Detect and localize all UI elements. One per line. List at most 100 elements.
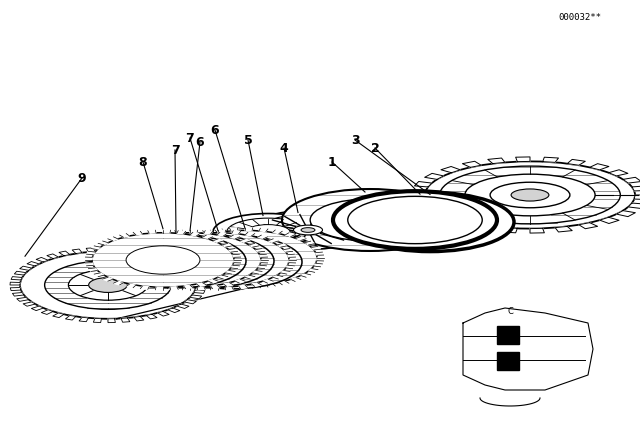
Polygon shape [125, 241, 135, 245]
Polygon shape [234, 260, 241, 263]
Polygon shape [140, 250, 150, 254]
Ellipse shape [153, 246, 227, 274]
Text: 7: 7 [171, 143, 179, 156]
Polygon shape [502, 228, 517, 233]
Polygon shape [412, 199, 428, 204]
Polygon shape [195, 280, 205, 283]
Polygon shape [634, 195, 640, 200]
Polygon shape [213, 239, 223, 243]
Ellipse shape [173, 230, 317, 286]
Polygon shape [259, 228, 268, 232]
Polygon shape [255, 249, 265, 252]
Text: 9: 9 [77, 172, 86, 185]
Text: 3: 3 [351, 134, 359, 146]
Ellipse shape [260, 214, 356, 246]
Polygon shape [314, 263, 323, 267]
Ellipse shape [250, 211, 366, 250]
Polygon shape [181, 284, 191, 288]
Polygon shape [240, 239, 250, 243]
Polygon shape [36, 258, 48, 262]
Text: 1: 1 [328, 155, 337, 168]
Polygon shape [579, 223, 598, 229]
Ellipse shape [162, 235, 302, 289]
Polygon shape [231, 265, 239, 269]
Polygon shape [98, 241, 108, 245]
Ellipse shape [511, 189, 549, 201]
Polygon shape [23, 302, 35, 306]
Polygon shape [168, 281, 179, 285]
Ellipse shape [126, 246, 200, 274]
Polygon shape [134, 316, 144, 321]
Polygon shape [289, 260, 296, 263]
Polygon shape [555, 226, 572, 232]
Polygon shape [628, 203, 640, 208]
Ellipse shape [440, 166, 620, 224]
Polygon shape [543, 157, 559, 162]
Polygon shape [516, 157, 530, 162]
Polygon shape [273, 230, 282, 233]
Polygon shape [279, 281, 289, 285]
Polygon shape [118, 246, 127, 250]
Bar [497, 326, 519, 344]
Ellipse shape [346, 193, 514, 252]
Polygon shape [208, 279, 218, 283]
Polygon shape [419, 207, 437, 213]
Ellipse shape [88, 278, 127, 293]
Polygon shape [296, 237, 306, 241]
Ellipse shape [207, 244, 282, 272]
Polygon shape [475, 225, 493, 231]
Polygon shape [263, 279, 273, 283]
Polygon shape [12, 293, 24, 296]
Polygon shape [112, 257, 119, 260]
Polygon shape [86, 248, 95, 252]
Polygon shape [308, 269, 318, 272]
Ellipse shape [147, 233, 289, 287]
Text: 6: 6 [211, 124, 220, 137]
Polygon shape [172, 244, 182, 247]
Polygon shape [194, 290, 205, 293]
Ellipse shape [490, 182, 570, 208]
Polygon shape [232, 231, 241, 234]
Polygon shape [230, 235, 239, 239]
Polygon shape [163, 230, 171, 233]
Polygon shape [102, 277, 113, 281]
Ellipse shape [92, 233, 234, 287]
Polygon shape [196, 285, 206, 288]
Ellipse shape [134, 234, 274, 288]
Polygon shape [260, 254, 268, 257]
Polygon shape [609, 170, 628, 176]
Polygon shape [257, 235, 268, 239]
Polygon shape [170, 287, 178, 290]
Ellipse shape [106, 234, 246, 288]
Polygon shape [72, 249, 82, 254]
Polygon shape [218, 230, 226, 233]
Polygon shape [31, 306, 44, 310]
Polygon shape [291, 278, 301, 281]
Polygon shape [115, 247, 123, 252]
Polygon shape [218, 275, 228, 279]
Polygon shape [42, 310, 53, 314]
Polygon shape [253, 271, 262, 274]
Polygon shape [273, 275, 283, 279]
Polygon shape [94, 273, 104, 277]
Polygon shape [126, 284, 136, 288]
Polygon shape [222, 243, 232, 247]
Ellipse shape [173, 249, 236, 273]
Polygon shape [411, 190, 426, 195]
Polygon shape [211, 287, 218, 290]
Polygon shape [166, 261, 174, 264]
Ellipse shape [45, 261, 172, 309]
Polygon shape [305, 241, 315, 245]
Polygon shape [10, 282, 20, 285]
Polygon shape [184, 276, 194, 280]
Polygon shape [59, 251, 70, 256]
Polygon shape [415, 181, 432, 187]
Polygon shape [121, 273, 131, 277]
Polygon shape [168, 308, 180, 313]
Polygon shape [14, 271, 26, 275]
Ellipse shape [333, 191, 497, 249]
Polygon shape [195, 280, 205, 283]
Polygon shape [245, 233, 255, 236]
Polygon shape [121, 318, 130, 322]
Polygon shape [266, 284, 275, 287]
